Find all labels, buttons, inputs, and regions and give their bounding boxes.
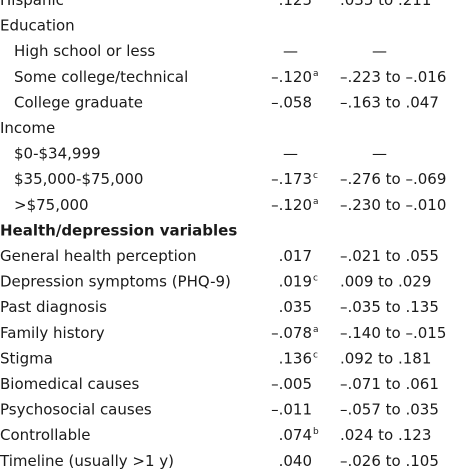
coefficient-value: .125 bbox=[279, 0, 312, 9]
confidence-interval: .009 to .029 bbox=[340, 273, 431, 291]
section-header: Income bbox=[0, 119, 55, 137]
coefficient: .125 bbox=[279, 0, 312, 9]
section-header: Health/depression variables bbox=[0, 221, 237, 239]
footnote-marker: c bbox=[313, 171, 318, 181]
row-label: Psychosocial causes bbox=[0, 401, 152, 419]
coefficient: .019 bbox=[279, 273, 312, 291]
coefficient: .040 bbox=[279, 452, 312, 470]
confidence-interval: –.071 to .061 bbox=[340, 375, 439, 393]
coefficient: –.005 bbox=[271, 375, 312, 393]
confidence-interval: — bbox=[372, 145, 387, 163]
footnote-marker: a bbox=[313, 69, 319, 79]
confidence-interval: .024 to .123 bbox=[340, 426, 431, 444]
coefficient-value: .074 bbox=[279, 426, 312, 444]
row-label: Past diagnosis bbox=[0, 298, 107, 316]
coefficient: –.058 bbox=[271, 93, 312, 111]
row-label: Timeline (usually >1 y) bbox=[0, 452, 174, 470]
coefficient: .035 bbox=[279, 298, 312, 316]
confidence-interval: –.140 to –.015 bbox=[340, 324, 446, 342]
confidence-interval: .092 to .181 bbox=[340, 349, 431, 367]
row-label: College graduate bbox=[14, 93, 143, 111]
footnote-marker: a bbox=[313, 325, 319, 335]
row-label: Biomedical causes bbox=[0, 375, 140, 393]
row-label: Stigma bbox=[0, 349, 53, 367]
row-label: Depression symptoms (PHQ-9) bbox=[0, 273, 231, 291]
coefficient-value: –.005 bbox=[271, 375, 312, 393]
row-label: High school or less bbox=[14, 42, 155, 60]
row-label: Family history bbox=[0, 324, 105, 342]
row-label: $0-$34,999 bbox=[14, 145, 101, 163]
coefficient-value: — bbox=[283, 145, 298, 163]
footnote-marker: c bbox=[313, 274, 318, 284]
coefficient: — bbox=[283, 42, 298, 60]
coefficient: –.078 bbox=[271, 324, 312, 342]
coefficient-value: .019 bbox=[279, 273, 312, 291]
confidence-interval: –.057 to .035 bbox=[340, 401, 439, 419]
confidence-interval: .035 to .211 bbox=[340, 0, 431, 9]
coefficient: –.173 bbox=[271, 170, 312, 188]
row-label: $35,000-$75,000 bbox=[14, 170, 143, 188]
confidence-interval: –.163 to .047 bbox=[340, 93, 439, 111]
coefficient: –.120 bbox=[271, 68, 312, 86]
confidence-interval: — bbox=[372, 42, 387, 60]
coefficient-value: — bbox=[283, 42, 298, 60]
row-label: >$75,000 bbox=[14, 196, 89, 214]
confidence-interval: –.021 to .055 bbox=[340, 247, 439, 265]
coefficient-value: –.120 bbox=[271, 196, 312, 214]
footnote-marker: a bbox=[313, 197, 319, 207]
confidence-interval: –.276 to –.069 bbox=[340, 170, 446, 188]
row-label: Hispanic bbox=[0, 0, 64, 9]
coefficient-value: –.120 bbox=[271, 68, 312, 86]
row-label: Some college/technical bbox=[14, 68, 188, 86]
confidence-interval: –.035 to .135 bbox=[340, 298, 439, 316]
coefficient-value: .136 bbox=[279, 349, 312, 367]
coefficient: .136 bbox=[279, 349, 312, 367]
footnote-marker: b bbox=[313, 427, 319, 437]
coefficient: –.011 bbox=[271, 401, 312, 419]
footnote-marker: c bbox=[313, 350, 318, 360]
row-label: General health perception bbox=[0, 247, 196, 265]
coefficient-value: .040 bbox=[279, 452, 312, 470]
coefficient-value: –.011 bbox=[271, 401, 312, 419]
coefficient: — bbox=[283, 145, 298, 163]
confidence-interval: –.230 to –.010 bbox=[340, 196, 446, 214]
coefficient-value: .017 bbox=[279, 247, 312, 265]
coefficient: –.120 bbox=[271, 196, 312, 214]
confidence-interval: –.223 to –.016 bbox=[340, 68, 446, 86]
coefficient: .017 bbox=[279, 247, 312, 265]
row-label: Controllable bbox=[0, 426, 91, 444]
coefficient-value: –.058 bbox=[271, 93, 312, 111]
section-header: Education bbox=[0, 17, 75, 35]
coefficient-value: –.173 bbox=[271, 170, 312, 188]
coefficient-value: .035 bbox=[279, 298, 312, 316]
confidence-interval: –.026 to .105 bbox=[340, 452, 439, 470]
coefficient-value: –.078 bbox=[271, 324, 312, 342]
coefficient: .074 bbox=[279, 426, 312, 444]
